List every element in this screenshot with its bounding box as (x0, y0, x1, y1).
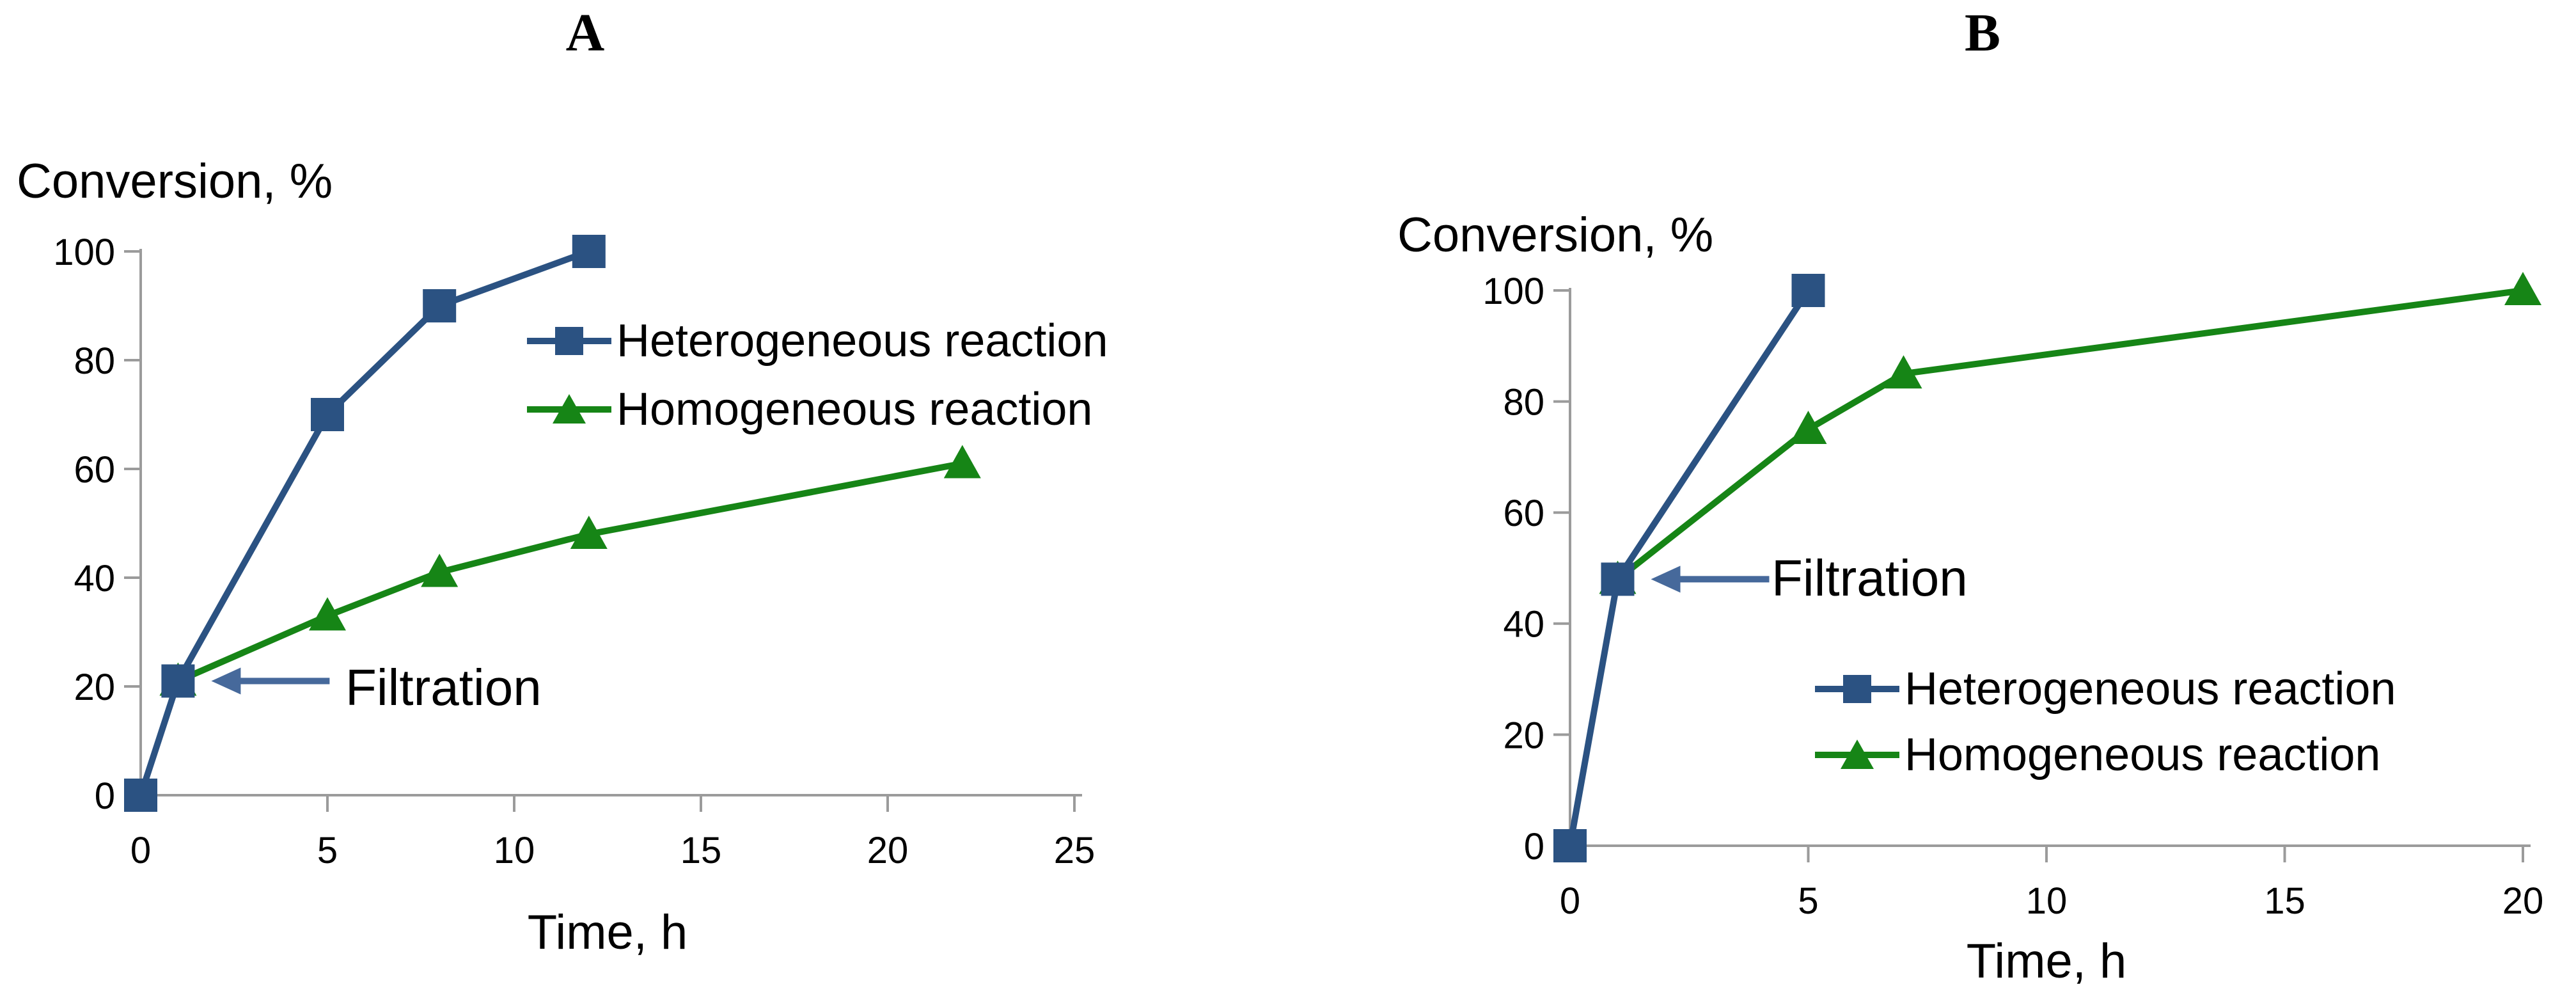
y-tick-label: 40 (1503, 604, 1544, 646)
marker-square (1601, 562, 1635, 596)
y-tick-label: 80 (1503, 381, 1544, 423)
y-tick-label: 0 (95, 775, 115, 817)
y-tick-label: 100 (53, 232, 115, 273)
x-tick-label: 15 (2264, 880, 2305, 922)
marker-square (572, 235, 606, 268)
marker-square (161, 664, 195, 698)
panel-a-filtration-annotation: Filtration (345, 659, 542, 716)
marker-square (1553, 829, 1587, 862)
x-tick-label: 5 (1798, 880, 1818, 922)
legend-triangle-marker-icon (1815, 740, 1899, 769)
y-tick-label: 20 (74, 667, 115, 708)
x-tick-label: 15 (680, 830, 722, 871)
y-tick-label: 20 (1503, 715, 1544, 756)
marker-square (124, 779, 157, 812)
panel-a-y-axis-title: Conversion, % (17, 154, 333, 209)
y-tick-label: 60 (1503, 493, 1544, 534)
filtration-arrow (1651, 566, 1770, 593)
x-tick-label: 10 (2026, 880, 2068, 922)
marker-triangle (2504, 272, 2541, 305)
legend-label-heterogeneous: Heterogeneous reaction (1905, 663, 2396, 715)
panel-b-y-axis-title: Conversion, % (1397, 208, 1714, 262)
panel-a-x-axis-title: Time, h (527, 905, 688, 960)
marker-square (423, 289, 457, 322)
marker-triangle (1885, 355, 1922, 389)
legend-triangle-marker-icon (527, 394, 611, 424)
marker-triangle (421, 553, 459, 587)
x-tick-label: 25 (1054, 830, 1096, 871)
filtration-arrow (211, 667, 330, 695)
marker-triangle (570, 516, 608, 549)
legend-label-heterogeneous: Heterogeneous reaction (617, 315, 1108, 367)
x-tick-label: 0 (130, 830, 151, 871)
y-tick-label: 80 (74, 340, 115, 382)
legend-square-marker-icon (1815, 675, 1899, 703)
panel-a-legend-item-heterogeneous: Heterogeneous reaction (527, 318, 1108, 364)
y-tick-label: 60 (74, 449, 115, 491)
legend-square-marker-icon (527, 327, 611, 355)
panel-b-filtration-annotation: Filtration (1771, 550, 1968, 606)
x-tick-label: 20 (2502, 880, 2544, 922)
marker-square (1791, 274, 1825, 307)
y-tick-label: 100 (1482, 271, 1544, 312)
panel-b-title: B (1964, 3, 2001, 63)
panel-b-legend-item-heterogeneous: Heterogeneous reaction (1815, 666, 2396, 712)
x-tick-label: 20 (867, 830, 909, 871)
x-tick-label: 0 (1560, 880, 1580, 922)
legend-label-homogeneous: Homogeneous reaction (617, 384, 1093, 435)
panel-a-legend-item-homogeneous: Homogeneous reaction (527, 386, 1092, 432)
panel-b-x-axis-title: Time, h (1966, 934, 2127, 988)
legend-label-homogeneous: Homogeneous reaction (1905, 729, 2381, 780)
panel-b-legend-item-homogeneous: Homogeneous reaction (1815, 732, 2380, 778)
panel-a-title: A (565, 3, 605, 63)
y-tick-label: 40 (74, 558, 115, 599)
series-line-triangle (1615, 287, 2524, 582)
marker-triangle (1789, 411, 1827, 444)
y-tick-label: 0 (1524, 826, 1544, 867)
series-line-triangle (177, 460, 963, 685)
x-tick-label: 10 (494, 830, 535, 871)
marker-square (311, 398, 344, 431)
x-tick-label: 5 (317, 830, 338, 871)
marker-triangle (943, 445, 981, 479)
marker-triangle (309, 597, 346, 631)
